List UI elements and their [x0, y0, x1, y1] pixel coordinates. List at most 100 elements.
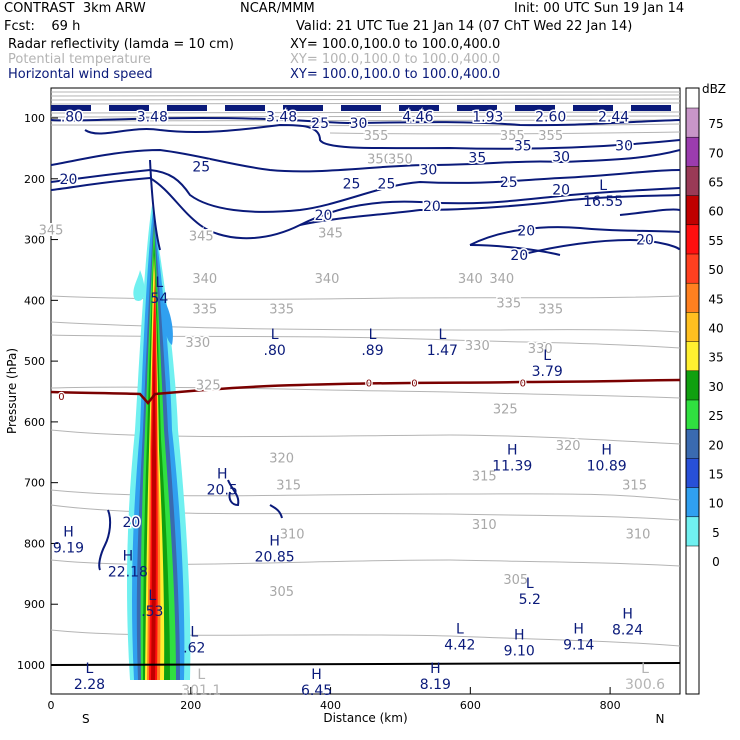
freezing-level-label: 0: [366, 378, 372, 389]
colorbar-label: 30: [708, 380, 723, 394]
theta-contour-label: 340: [489, 272, 514, 287]
theta-contour-label: 310: [626, 527, 651, 542]
colorbar-swatch: [686, 458, 699, 488]
high-marker: H: [63, 524, 74, 540]
marker-value: 2.28: [74, 677, 105, 693]
theta-contour-label: 350: [367, 152, 392, 167]
theta-contour-label: 345: [189, 230, 214, 245]
colorbar-swatch: [686, 137, 699, 167]
colorbar-title: dBZ: [702, 82, 726, 96]
wind-contour-label: 20: [517, 223, 535, 239]
marker-value: 9.19: [53, 540, 84, 556]
colorbar-label: 45: [708, 292, 723, 306]
freezing-level-label: 0: [520, 378, 526, 389]
marker-value: 301.1: [181, 683, 221, 699]
header-project: CONTRAST 3km ARW: [4, 1, 146, 16]
marker-value: 11.39: [492, 458, 532, 474]
wind-contour-label: 20: [510, 248, 528, 264]
colorbar-swatch: [686, 370, 699, 400]
y-axis-label: Pressure (hPa): [5, 348, 19, 434]
wind-contour-label: 30: [552, 149, 570, 165]
direction-label-north: N: [656, 712, 665, 726]
jet-max-label: .80: [61, 109, 83, 125]
marker-value: 54: [150, 291, 168, 307]
low-marker: L: [543, 348, 551, 364]
theta-contour-label: 305: [269, 585, 294, 600]
low-marker: L: [86, 661, 94, 677]
theta-contour-label: 315: [622, 479, 647, 494]
theta-contour-label: 330: [465, 339, 490, 354]
high-marker: H: [269, 534, 280, 550]
wind-contour-label: 20: [315, 208, 333, 224]
jet-max-label: 2.44: [598, 109, 629, 125]
low-marker: L: [599, 178, 607, 194]
theta-contour-label: 320: [269, 451, 294, 466]
y-tick-label: 600: [24, 416, 45, 429]
theta-contour-label: 325: [493, 403, 518, 418]
low-marker: L: [438, 327, 446, 343]
freezing-level-label: 0: [411, 378, 417, 389]
wind-contour-label: 30: [350, 116, 368, 132]
theta-contour-label: 330: [185, 336, 210, 351]
marker-value: 5.2: [519, 592, 541, 608]
marker-value: 8.19: [420, 677, 451, 693]
marker-value: 3.79: [532, 364, 563, 380]
marker-value: 20.85: [255, 550, 295, 566]
low-marker: L: [526, 576, 534, 592]
jet-max-label: 3.48: [266, 109, 297, 125]
marker-value: .80: [264, 343, 286, 359]
field-name-reflectivity: Radar reflectivity (lamda = 10 cm): [8, 37, 234, 52]
field-name-wind: Horizontal wind speed: [8, 67, 153, 82]
wind-contour-label: 25: [500, 175, 518, 191]
high-marker: H: [622, 606, 633, 622]
colorbar-outline: [685, 87, 700, 695]
theta-contour-label: 320: [556, 439, 581, 454]
colorbar-label: 10: [708, 497, 723, 511]
field-xy-reflectivity: XY= 100.0,100.0 to 100.0,400.0: [290, 37, 501, 52]
colorbar-swatch: [686, 312, 699, 342]
wind-contour-label: 20: [423, 199, 441, 215]
marker-value: 9.14: [563, 638, 594, 654]
colorbar-swatch: [686, 283, 699, 313]
colorbar-swatch: [686, 487, 699, 517]
wind-contour-label: 35: [514, 138, 532, 154]
colorbar-swatch: [686, 166, 699, 196]
header-fcst: Fcst: 69 h: [4, 19, 81, 34]
colorbar-label: 40: [708, 321, 723, 335]
reflectivity-plume: [127, 205, 191, 680]
low-marker: L: [456, 622, 464, 638]
theta-contour-label: 305: [503, 573, 528, 588]
high-marker: H: [601, 442, 612, 458]
high-marker: H: [573, 622, 584, 638]
surface-line: [51, 662, 680, 666]
low-marker: L: [197, 667, 205, 683]
colorbar-swatch: [686, 254, 699, 284]
marker-value: 6.45: [301, 683, 332, 699]
y-tick-label: 200: [24, 173, 45, 186]
theta-contour-label: 355: [364, 129, 389, 144]
y-tick-label: 300: [24, 234, 45, 247]
jet-max-label: 1.93: [472, 109, 503, 125]
theta-contour-label: 310: [472, 518, 497, 533]
jet-max-label: 3.48: [137, 109, 168, 125]
marker-value: 8.24: [612, 622, 643, 638]
colorbar-label: 70: [708, 146, 723, 160]
marker-value: 300.6: [625, 677, 665, 693]
wind-contour-label: 25: [378, 177, 396, 193]
colorbar-swatch: [686, 195, 699, 225]
theta-contour-label: 335: [269, 302, 294, 317]
marker-value: 16.55: [583, 194, 623, 210]
jet-max-label: 4.46: [402, 109, 433, 125]
wind-isotachs: [51, 105, 680, 571]
jet-max-label: 2.60: [535, 109, 566, 125]
theta-contour-label: 315: [472, 470, 497, 485]
theta-contour-label: 350: [388, 152, 413, 167]
field-xy-wind: XY= 100.0,100.0 to 100.0,400.0: [290, 67, 501, 82]
colorbar-swatch: [686, 516, 699, 546]
low-marker: L: [369, 327, 377, 343]
theta-contour-label: 335: [496, 296, 521, 311]
theta-contour-label: 340: [458, 272, 483, 287]
direction-label-south: S: [82, 712, 90, 726]
theta-contour-label: 345: [39, 223, 64, 238]
